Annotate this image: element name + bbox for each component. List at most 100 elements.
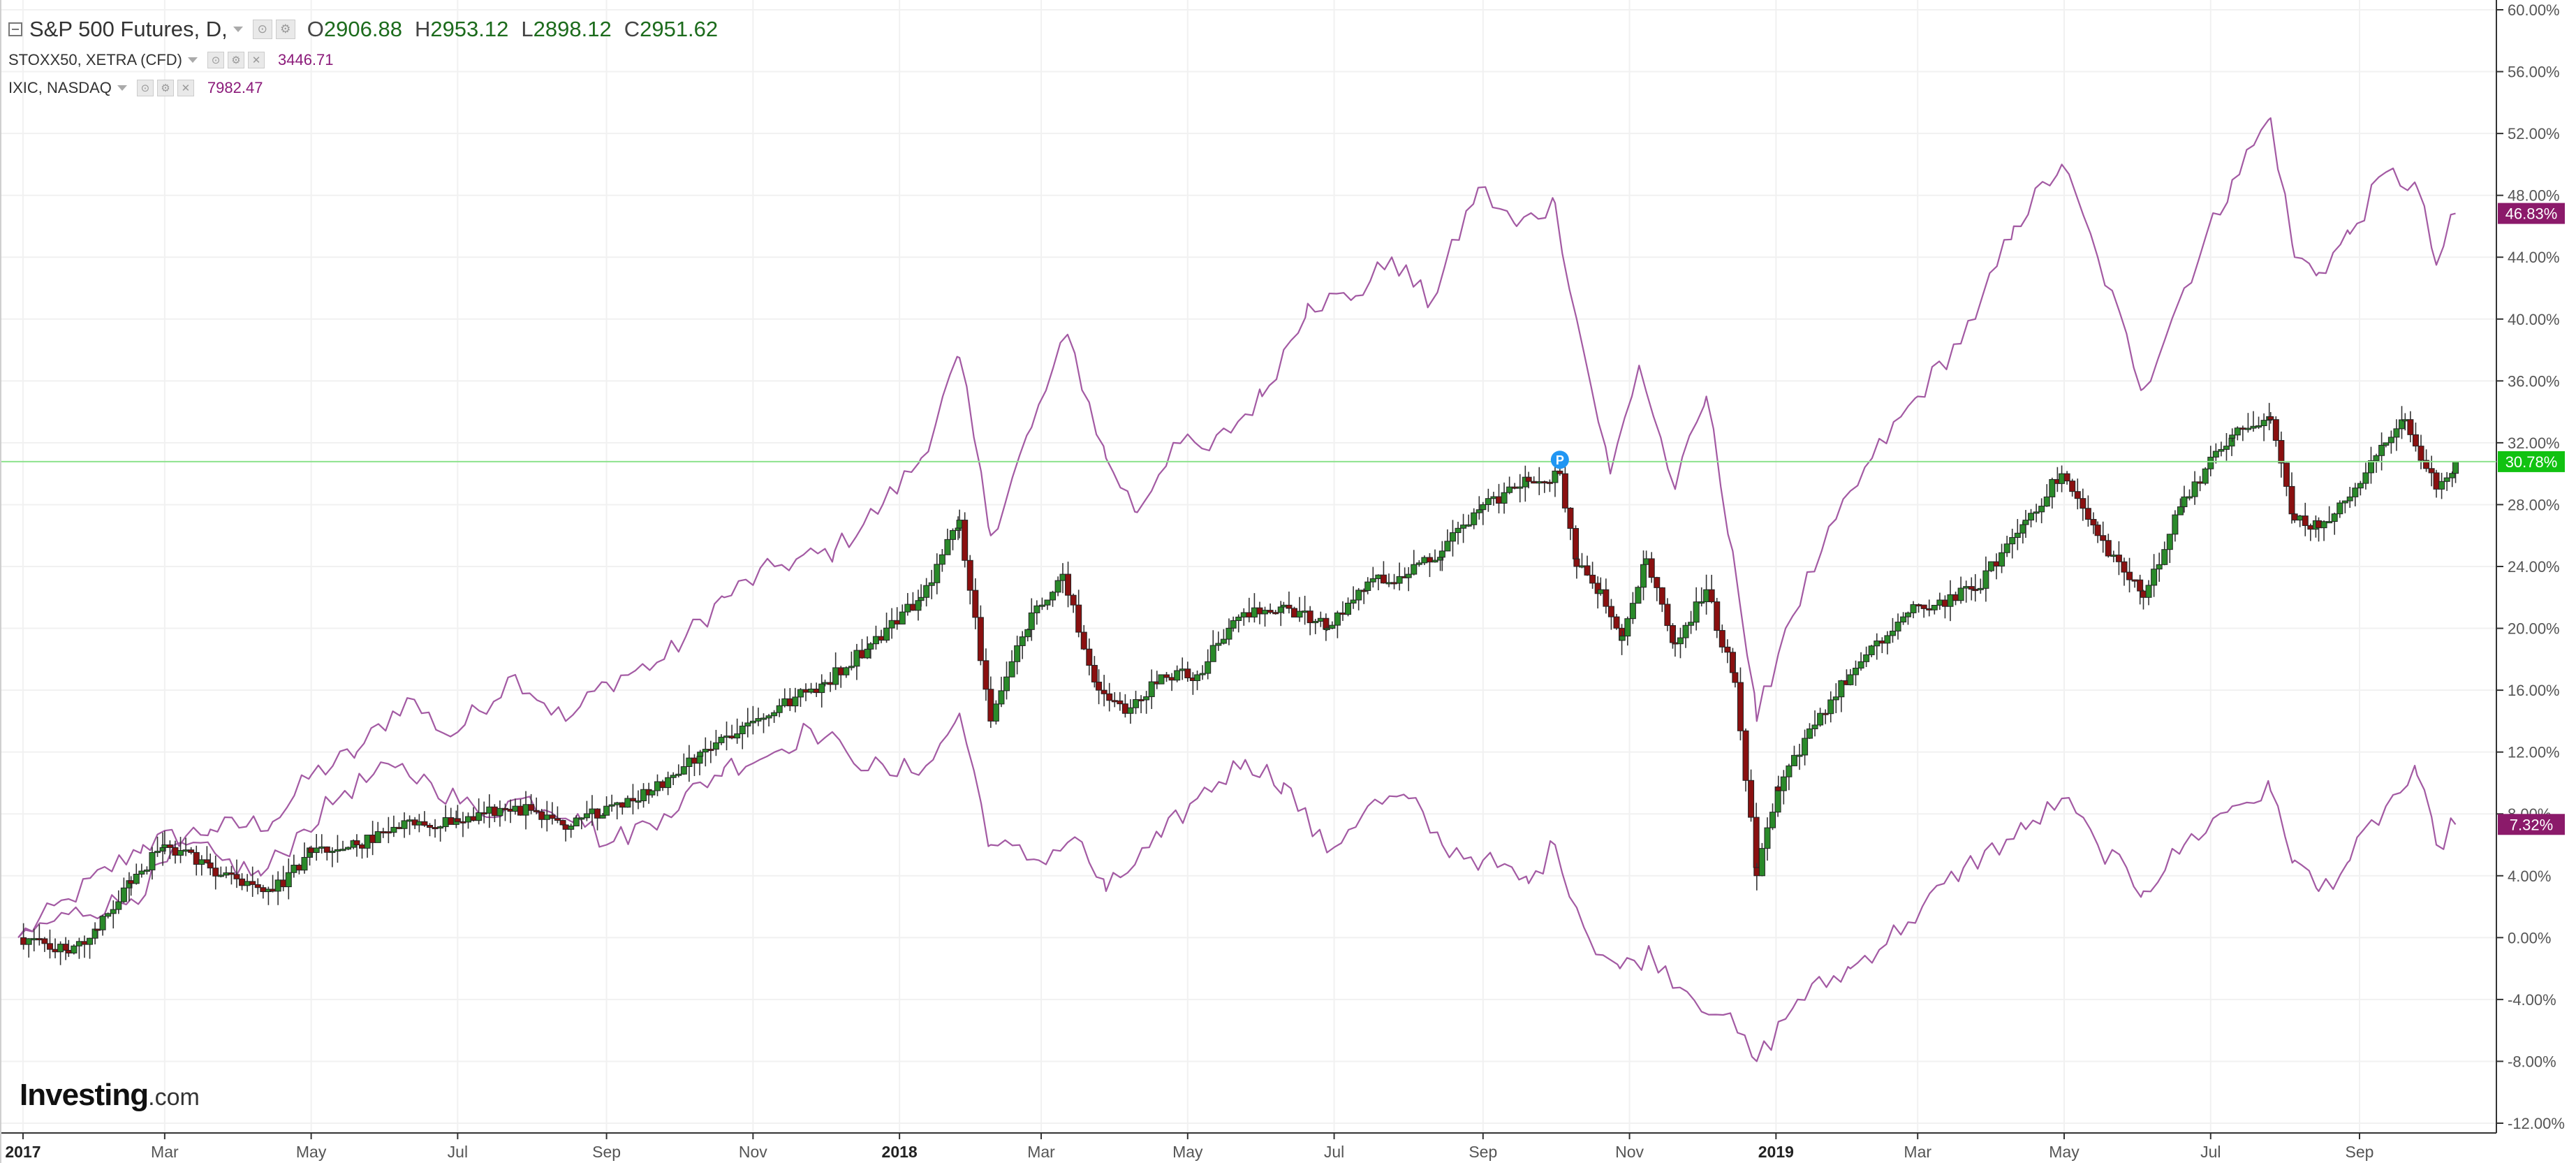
candle [380,828,387,838]
candle [1613,613,1620,630]
gear-icon[interactable]: ⚙ [227,52,244,68]
candle-body [1194,674,1201,681]
candle [1703,574,1710,615]
candle [1431,549,1438,563]
candle [459,812,466,837]
candle-body [1698,601,1705,604]
candle-body [843,667,850,675]
candle-body [1184,668,1191,679]
candle-body [734,733,741,739]
candle-body [2283,462,2290,487]
candle-body [1517,486,1524,489]
collapse-legend-icon[interactable] [8,22,22,36]
candle-body [1853,668,1860,675]
candle [918,584,925,607]
candle [2074,478,2081,510]
candle [837,666,844,688]
candle [2038,498,2045,524]
candle [1444,529,1451,552]
candle-body [1688,622,1695,626]
badge-spx-box [2498,451,2565,472]
candle [2137,574,2144,605]
y-tick-label: 48.00% [2508,187,2560,205]
close-icon[interactable]: ✕ [177,80,194,96]
candle-body [1205,661,1212,674]
candle [818,674,825,708]
candle [619,802,626,815]
stoxx-series-title: STOXX50, XETRA (CFD) [8,51,182,68]
visibility-icon[interactable]: ⊙ [252,20,272,39]
visibility-icon[interactable]: ⊙ [207,52,224,68]
candle [1629,592,1636,624]
visibility-icon[interactable]: ⊙ [136,80,154,96]
candle-body [290,865,297,873]
candle [46,929,53,959]
candle [1405,566,1412,592]
candle [1786,763,1793,791]
candle [1878,637,1885,653]
candle [2043,484,2050,507]
chevron-down-icon[interactable] [187,57,198,63]
candle [1054,576,1061,597]
candle-body [1286,604,1293,609]
candle [734,718,741,744]
candle-body [143,869,150,872]
candle-body [728,736,735,739]
candle-body [867,643,874,650]
candle [2383,442,2390,448]
candle [334,835,341,863]
candle-body [1350,599,1357,604]
gear-icon[interactable]: ⚙ [275,20,295,39]
candle [1677,627,1684,659]
candle-body [718,736,725,743]
candle-body [2407,419,2414,435]
open-key: O [307,17,324,41]
candle [2331,512,2338,535]
candle [2378,432,2385,471]
candle [260,884,267,899]
candle-body [822,682,829,685]
candle-body [1941,599,1948,607]
close-icon[interactable]: ✕ [247,52,265,68]
candle [1495,483,1502,513]
y-tick-label: -12.00% [2508,1115,2565,1132]
candle [1874,633,1881,660]
candle-body [65,950,72,953]
candle-body [749,720,756,724]
candle [2003,536,2010,557]
candle [2302,502,2309,536]
candle-body [2043,496,2050,507]
candle-body [2449,473,2456,478]
candle [476,798,483,825]
candle-body [188,849,195,853]
candle [2449,471,2456,488]
candle [1648,552,1655,583]
candle-body [270,888,277,892]
candle [2412,422,2419,452]
candle-body [2234,427,2241,436]
candle-body [1648,558,1655,578]
chevron-down-icon[interactable] [117,85,127,91]
investing-logo[interactable]: Investing.com [20,1078,200,1113]
x-axis-labels: 2017 Mar May Jul Sep Nov 2018 Mar May Jul Sep Nov 20… [5,1133,2373,1161]
ixic-value: 7982.47 [207,79,263,96]
chevron-down-icon[interactable] [233,27,243,32]
candle-body [81,941,88,945]
candle-body [2069,481,2076,492]
candle [723,721,730,751]
candle-body [1375,574,1382,579]
candle-body [589,808,596,814]
candle-body [619,802,626,808]
candle-body [894,620,901,624]
gear-icon[interactable]: ⚙ [156,80,174,96]
candle-body [559,819,566,826]
candle-body [1531,481,1538,484]
candle-body [797,689,804,698]
candle-body [2443,477,2450,482]
candle [1982,556,1989,602]
candle [2131,579,2138,588]
candle-body [1884,635,1891,644]
candle [992,700,999,725]
candle [1117,692,1124,711]
